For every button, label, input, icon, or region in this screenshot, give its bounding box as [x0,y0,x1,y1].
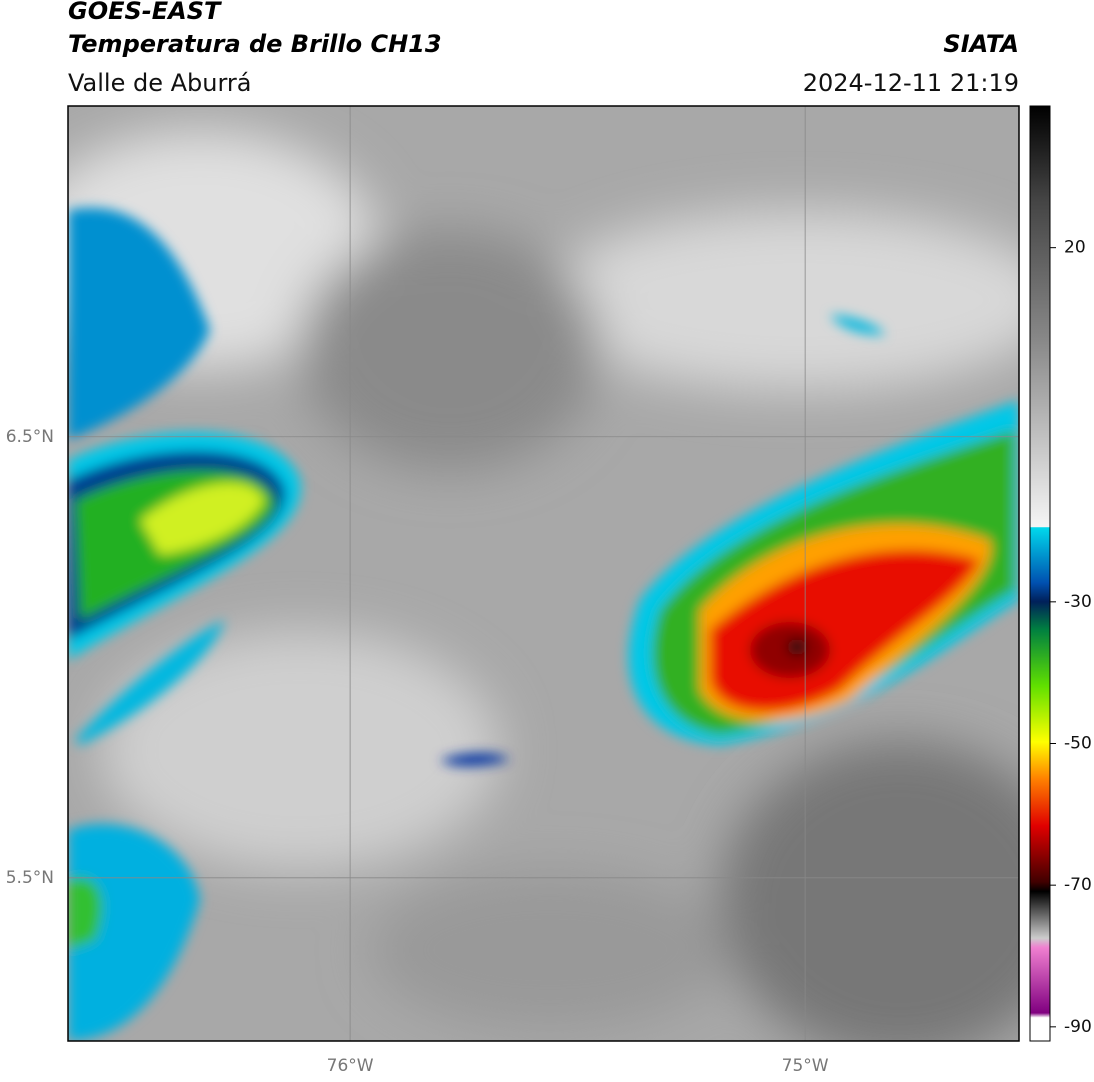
map-frame [67,105,1020,1042]
lat-label: 5.5°N [6,868,54,888]
imagery [68,106,1019,1041]
product: Temperatura de Brillo CH13 [68,30,442,58]
colorbar-label: -50 [1064,734,1092,754]
lat-label: 6.5°N [6,427,54,447]
colorbar-label: -30 [1064,592,1092,612]
colorbar-label: -70 [1064,875,1092,895]
datetime: 2024-12-11 21:19 [803,69,1019,97]
agency: SIATA [943,30,1019,58]
lon-label: 76°W [327,1056,374,1076]
colorbar-label: -90 [1064,1017,1092,1037]
colorbar-label: 20 [1064,238,1086,258]
source: GOES-EAST [68,0,222,25]
graticule [68,106,1019,1041]
colorbar [1029,105,1051,1042]
lon-label: 75°W [782,1056,829,1076]
region: Valle de Aburrá [68,69,252,97]
